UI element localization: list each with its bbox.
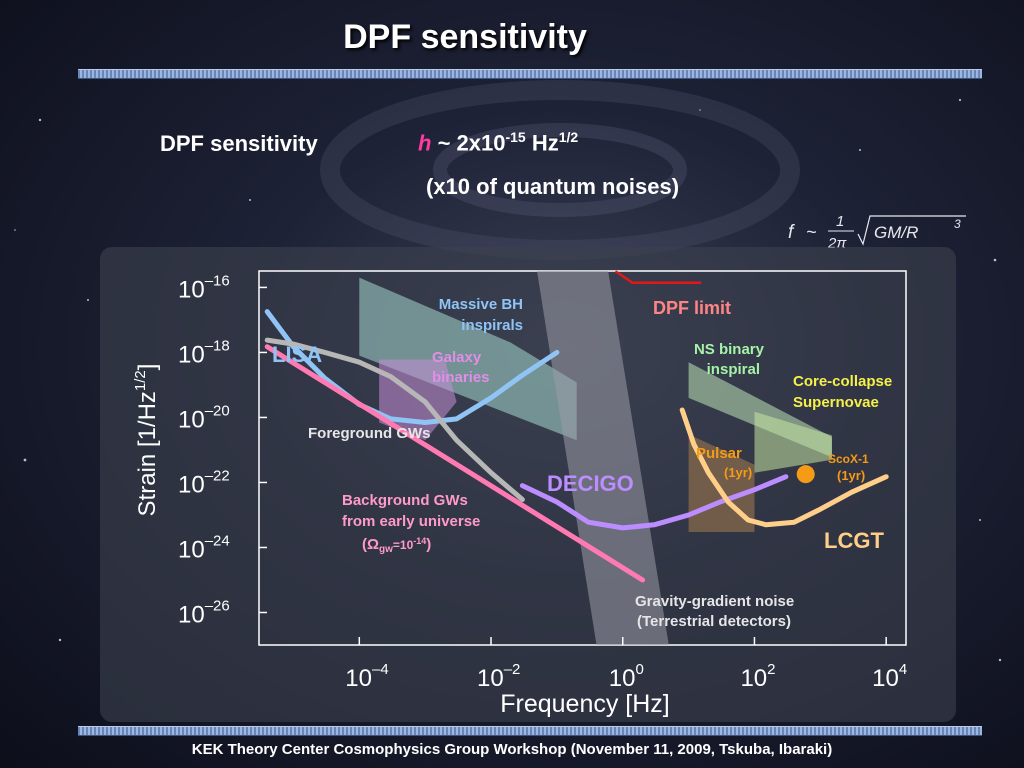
svg-text:Strain [1/Hz1/2]: Strain [1/Hz1/2] bbox=[132, 364, 161, 517]
label-background-3a: (Ω bbox=[362, 536, 379, 553]
label-scox-1: ScoX-1 bbox=[828, 452, 869, 466]
bottom-divider bbox=[78, 726, 982, 736]
y-tick-label: 10–26 bbox=[178, 597, 230, 628]
label-massive-bh-1: Massive BH bbox=[439, 296, 523, 313]
y-axis-label-close: ] bbox=[134, 364, 161, 371]
label-dpf-limit: DPF limit bbox=[653, 298, 731, 318]
y-tick-label: 10–18 bbox=[178, 337, 230, 368]
point-scox-1-1yr bbox=[796, 465, 815, 484]
sensitivity-h: h bbox=[418, 130, 432, 156]
svg-text:1: 1 bbox=[836, 213, 844, 230]
label-lisa: LISA bbox=[272, 342, 322, 367]
slide-title: DPF sensitivity bbox=[343, 18, 587, 56]
svg-text:GM/R: GM/R bbox=[874, 223, 918, 242]
sensitivity-equation: h ~ 2x10-15 Hz1/2 bbox=[418, 129, 578, 156]
chart-panel bbox=[100, 247, 956, 722]
y-axis-label-main: Strain [1/Hz bbox=[134, 391, 161, 516]
region-gravity-gradient-noise-terrestrial-detectors bbox=[537, 271, 669, 645]
sensitivity-exponent: -15 bbox=[505, 129, 526, 145]
label-sn-2: Supernovae bbox=[793, 394, 879, 411]
label-ns-1: NS binary bbox=[694, 341, 765, 358]
series-lcgt bbox=[679, 407, 889, 528]
sensitivity-note: (x10 of quantum noises) bbox=[426, 174, 680, 199]
series-background-gws-from-early-universe bbox=[264, 344, 646, 583]
x-tick-label: 100 bbox=[609, 661, 644, 692]
label-sn-1: Core-collapse bbox=[793, 373, 892, 390]
label-scox-2: (1yr) bbox=[837, 468, 865, 483]
sensitivity-unit: Hz bbox=[525, 130, 559, 156]
y-tick-label: 10–16 bbox=[178, 272, 230, 303]
label-pulsar-2: (1yr) bbox=[724, 465, 752, 480]
series-dpf-limit bbox=[615, 270, 702, 284]
region-core-collapse-supernovae bbox=[754, 411, 832, 473]
x-tick-label: 102 bbox=[740, 661, 775, 692]
label-background-1: Background GWs bbox=[342, 492, 468, 509]
label-background-3c: =10 bbox=[393, 538, 414, 552]
y-axis-label-exp: 1/2 bbox=[132, 370, 149, 391]
label-background-3: (Ωgw=10-14) bbox=[362, 536, 431, 555]
label-galaxy-2: binaries bbox=[432, 369, 490, 386]
label-pulsar-1: Pulsar bbox=[696, 445, 742, 462]
label-ns-2: inspiral bbox=[707, 361, 760, 378]
label-background-3b: gw bbox=[379, 544, 393, 555]
x-tick-label: 10–4 bbox=[345, 661, 388, 692]
label-gravity-gradient-1: Gravity-gradient noise bbox=[635, 593, 794, 610]
label-lcgt: LCGT bbox=[824, 528, 884, 553]
region-massive-bh-inspirals bbox=[359, 277, 577, 441]
y-tick-label: 10–20 bbox=[178, 402, 230, 433]
label-decigo: DECIGO bbox=[547, 471, 634, 496]
y-tick-label: 10–22 bbox=[178, 467, 230, 498]
label-background-2: from early universe bbox=[342, 513, 480, 530]
series-decigo bbox=[519, 474, 789, 531]
label-gravity-gradient-2: (Terrestrial detectors) bbox=[637, 613, 791, 630]
label-galaxy-1: Galaxy bbox=[432, 349, 482, 366]
series-foreground-gws bbox=[264, 337, 525, 502]
sensitivity-unit-exponent: 1/2 bbox=[558, 129, 579, 145]
x-tick-label: 10–2 bbox=[477, 661, 520, 692]
label-background-3e: ) bbox=[426, 536, 431, 553]
x-axis-label: Frequency [Hz] bbox=[500, 690, 670, 718]
label-background-3d: -14 bbox=[413, 536, 426, 546]
sensitivity-value: ~ 2x10 bbox=[431, 130, 506, 156]
label-foreground: Foreground GWs bbox=[308, 425, 431, 442]
x-tick-label: 104 bbox=[872, 661, 907, 692]
series-lisa bbox=[264, 309, 560, 425]
top-divider bbox=[78, 69, 982, 79]
sensitivity-label: DPF sensitivity bbox=[160, 131, 318, 156]
y-tick-label: 10–24 bbox=[178, 532, 230, 563]
svg-text:~: ~ bbox=[806, 222, 817, 242]
svg-text:f: f bbox=[788, 222, 795, 243]
svg-text:3: 3 bbox=[954, 217, 961, 231]
label-massive-bh-2: inspirals bbox=[461, 317, 523, 334]
y-axis-label: Strain [1/Hz1/2] bbox=[132, 364, 161, 517]
footer-text: KEK Theory Center Cosmophysics Group Wor… bbox=[191, 741, 833, 758]
